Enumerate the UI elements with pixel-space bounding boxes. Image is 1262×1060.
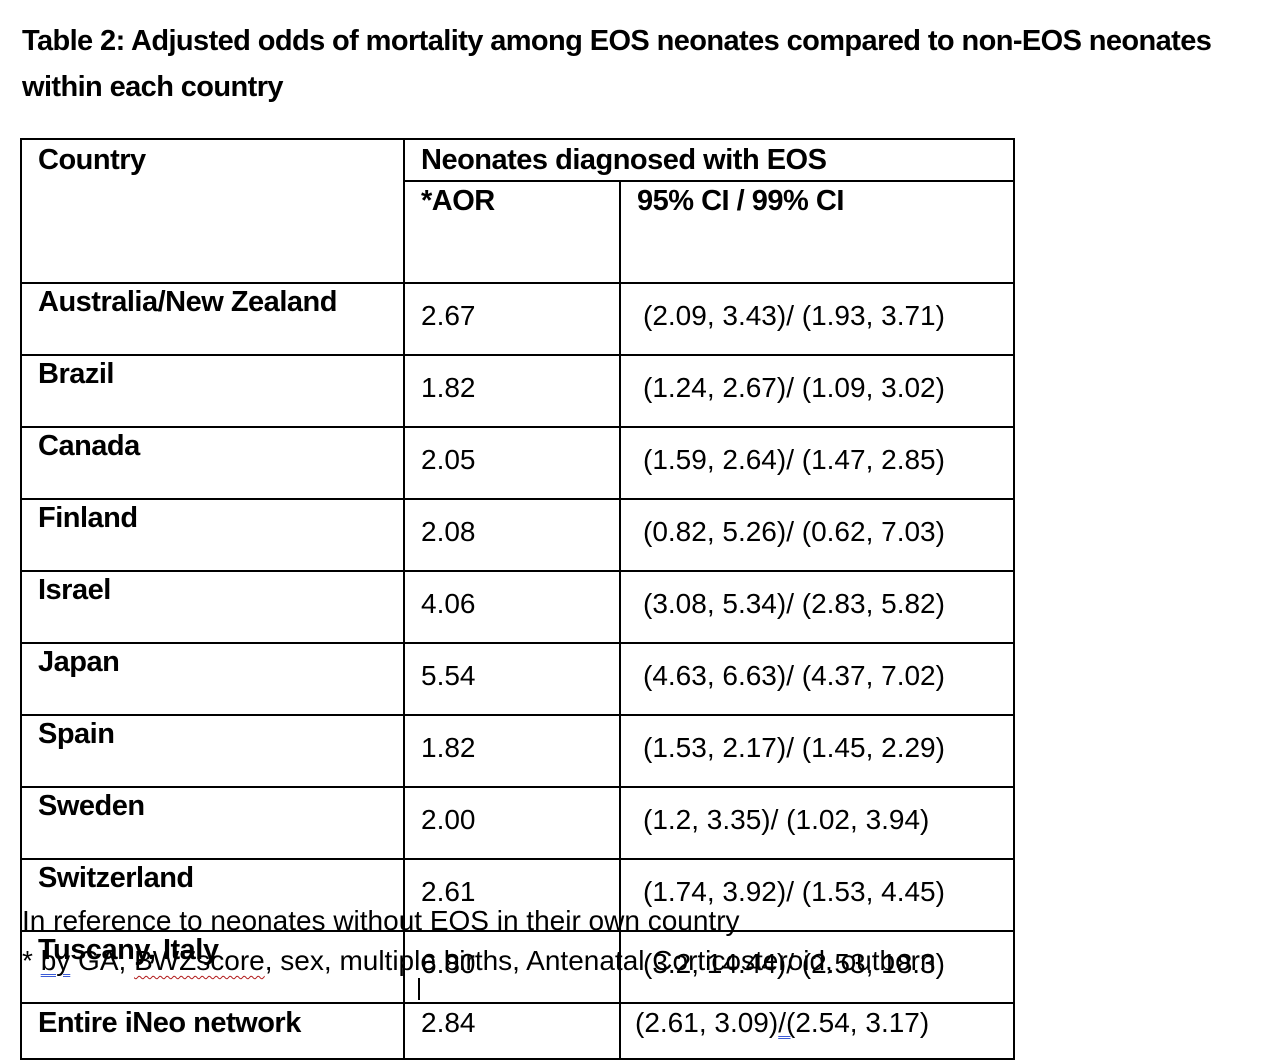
aor-cell: 2.61 xyxy=(403,858,621,932)
ci-cell: (0.82, 5.26)/ (0.62, 7.03) xyxy=(619,498,1015,572)
ci-separator: /( xyxy=(778,1007,796,1038)
ci-part-a: (2.61, 3.09) xyxy=(635,1007,779,1038)
ci-cell: (4.63, 6.63)/ (4.37, 7.02) xyxy=(619,642,1015,716)
table-row: Tuscany, Italy 6.80 (3.2, 14.44)/ (2.53,… xyxy=(20,930,1015,1004)
ci-cell: (1.24, 2.67)/ (1.09, 3.02) xyxy=(619,354,1015,428)
aor-cell: 4.06 xyxy=(403,570,621,644)
table-row: Sweden 2.00 (1.2, 3.35)/ (1.02, 3.94) xyxy=(20,786,1015,860)
header-ci: 95% CI / 99% CI xyxy=(619,180,1015,284)
table-row: Australia/New Zealand 2.67 (2.09, 3.43)/… xyxy=(20,282,1015,356)
table-header-row: Country Neonates diagnosed with EOS xyxy=(20,138,1015,284)
country-cell: Brazil xyxy=(20,354,405,428)
aor-cell: 1.82 xyxy=(403,714,621,788)
table-row-total: Entire iNeo network 2.84 (2.61, 3.09)/(2… xyxy=(20,1002,1015,1060)
aor-cell: 6.80 xyxy=(403,930,621,1004)
country-cell: Canada xyxy=(20,426,405,500)
footnote-star: * xyxy=(22,945,41,976)
country-cell: Japan xyxy=(20,642,405,716)
aor-cell: 2.67 xyxy=(403,282,621,356)
country-cell: Tuscany, Italy xyxy=(20,930,405,1004)
header-group: Neonates diagnosed with EOS xyxy=(403,138,1015,182)
country-cell: Spain xyxy=(20,714,405,788)
country-cell: Sweden xyxy=(20,786,405,860)
ci-cell: (1.59, 2.64)/ (1.47, 2.85) xyxy=(619,426,1015,500)
aor-cell: 5.54 xyxy=(403,642,621,716)
aor-cell: 2.84 xyxy=(403,1002,621,1060)
country-cell: Israel xyxy=(20,570,405,644)
ci-cell: (3.2, 14.44)/ (2.53, 18.3) xyxy=(619,930,1015,1004)
aor-cell: 1.82 xyxy=(403,354,621,428)
footnote-bwzscore: BWZscore xyxy=(134,945,265,976)
aor-cell: 2.00 xyxy=(403,786,621,860)
table-row: Brazil 1.82 (1.24, 2.67)/ (1.09, 3.02) xyxy=(20,354,1015,428)
table-title: Table 2: Adjusted odds of mortality amon… xyxy=(22,25,1212,103)
footnote-by: by xyxy=(40,945,71,976)
table-row: Switzerland 2.61 (1.74, 3.92)/ (1.53, 4.… xyxy=(20,858,1015,932)
table-row: Israel 4.06 (3.08, 5.34)/ (2.83, 5.82) xyxy=(20,570,1015,644)
text-cursor xyxy=(418,978,420,1000)
aor-cell: 2.08 xyxy=(403,498,621,572)
header-country: Country xyxy=(20,138,405,284)
ci-cell: (2.09, 3.43)/ (1.93, 3.71) xyxy=(619,282,1015,356)
ci-cell: (3.08, 5.34)/ (2.83, 5.82) xyxy=(619,570,1015,644)
ci-cell: (1.74, 3.92)/ (1.53, 4.45) xyxy=(619,858,1015,932)
table-row: Finland 2.08 (0.82, 5.26)/ (0.62, 7.03) xyxy=(20,498,1015,572)
footnote-ga: GA, xyxy=(70,945,135,976)
table-subheader-row: *AOR 95% CI / 99% CI xyxy=(21,180,1015,284)
ci-part-b: 2.54, 3.17) xyxy=(795,1007,930,1038)
ci-cell: (2.61, 3.09)/(2.54, 3.17) xyxy=(619,1002,1015,1060)
country-cell: Switzerland xyxy=(20,858,405,932)
country-cell: Entire iNeo network xyxy=(20,1002,405,1060)
footnote-reference: In reference to neonates without EOS in … xyxy=(22,905,740,936)
footnote-rest: , sex, multiple births, Antenatal Cortic… xyxy=(264,945,936,976)
country-cell: Australia/New Zealand xyxy=(20,282,405,356)
header-aor: *AOR xyxy=(403,180,621,284)
ci-cell: (1.53, 2.17)/ (1.45, 2.29) xyxy=(619,714,1015,788)
country-cell: Finland xyxy=(20,498,405,572)
table-row: Spain 1.82 (1.53, 2.17)/ (1.45, 2.29) xyxy=(20,714,1015,788)
table-row: Canada 2.05 (1.59, 2.64)/ (1.47, 2.85) xyxy=(20,426,1015,500)
footnote-adjustment: * by GA, BWZscore, sex, multiple births,… xyxy=(22,941,936,981)
table-row: Japan 5.54 (4.63, 6.63)/ (4.37, 7.02) xyxy=(20,642,1015,716)
ci-cell: (1.2, 3.35)/ (1.02, 3.94) xyxy=(619,786,1015,860)
aor-cell: 2.05 xyxy=(403,426,621,500)
